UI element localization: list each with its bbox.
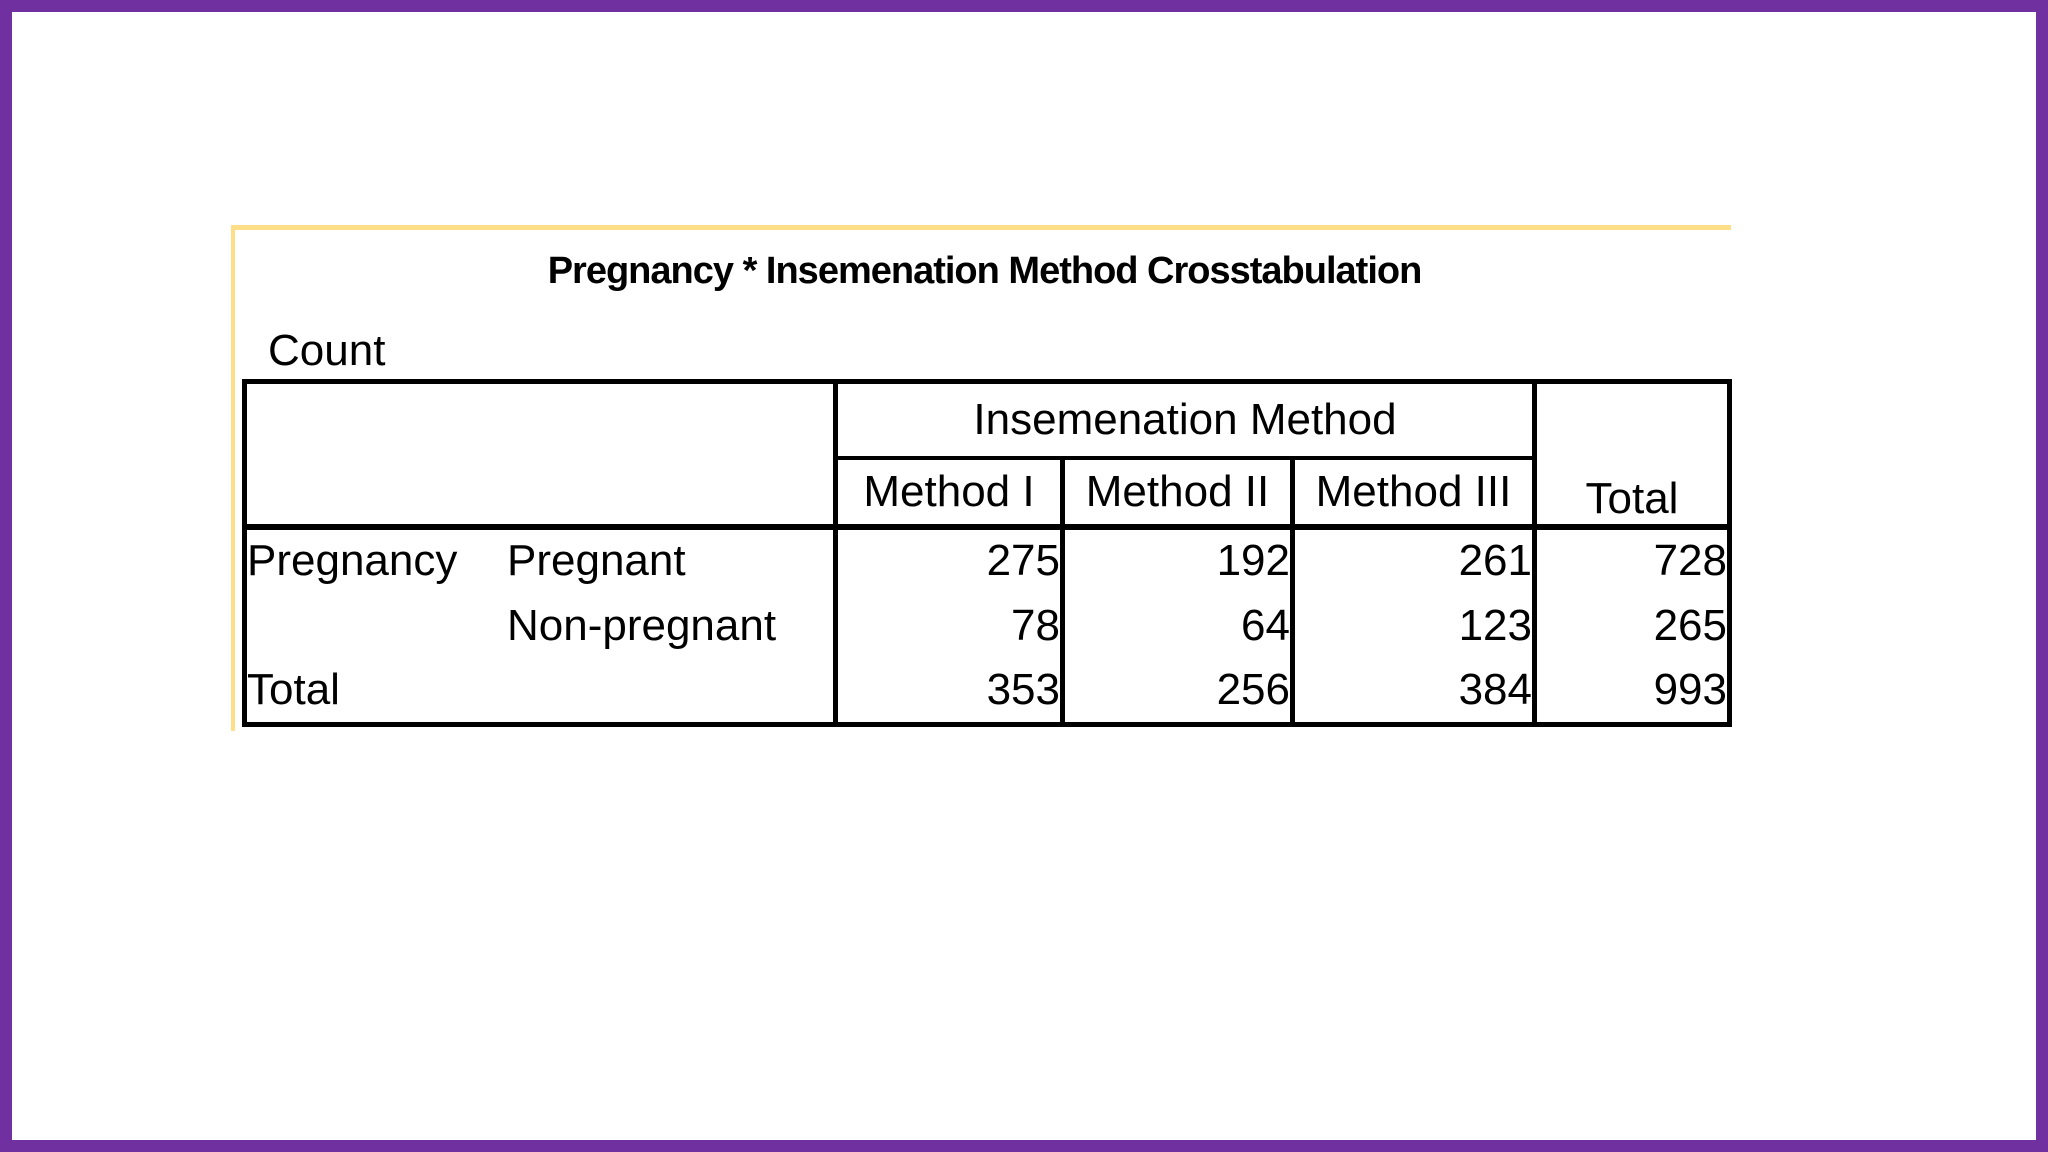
count-label: Count [268, 326, 386, 375]
crosstab-table: Insemenation Method Total Method I Metho… [242, 379, 1732, 727]
row-label: Pregnant [507, 536, 686, 585]
table-row-total: Total 353 256 384 993 [244, 658, 1730, 725]
row-group-label: Total [247, 665, 340, 715]
table-header: Insemenation Method Total Method I Metho… [244, 381, 1730, 527]
column-header-method-1: Method I [835, 457, 1065, 527]
table-body: Pregnancy Pregnant 275 192 261 728 Non-pr… [244, 526, 1730, 725]
table-row: Pregnancy Pregnant 275 192 261 728 [244, 526, 1730, 593]
cell-column-total: 384 [1292, 658, 1537, 725]
cell-value: 261 [1292, 526, 1537, 593]
row-stub: Non-pregnant [244, 592, 838, 659]
row-group-label: Pregnancy [247, 536, 458, 585]
cell-value: 64 [1062, 592, 1295, 659]
row-stub: Total [244, 658, 838, 725]
cell-column-total: 256 [1062, 658, 1295, 725]
total-column-header: Total [1585, 473, 1679, 523]
stub-header-cell [244, 381, 838, 527]
table-title: Pregnancy * Insemenation Method Crosstab… [547, 250, 1423, 292]
column-header-method-3: Method III [1292, 457, 1537, 527]
cell-value: 275 [835, 526, 1065, 593]
cell-value: 78 [835, 592, 1065, 659]
table-row: Non-pregnant 78 64 123 265 [244, 592, 1730, 659]
row-stub: Pregnancy Pregnant [244, 526, 838, 593]
output-panel-border [231, 225, 1731, 731]
cell-value: 123 [1292, 592, 1537, 659]
column-variable-header: Insemenation Method [835, 381, 1537, 460]
cell-grand-total: 993 [1653, 665, 1727, 715]
column-header-method-2: Method II [1062, 457, 1295, 527]
cell-row-total: 265 [1653, 600, 1727, 650]
cell-column-total: 353 [835, 658, 1065, 725]
cell-row-total: 728 [1653, 536, 1727, 585]
cell-value: 192 [1062, 526, 1295, 593]
row-label: Non-pregnant [507, 600, 777, 650]
